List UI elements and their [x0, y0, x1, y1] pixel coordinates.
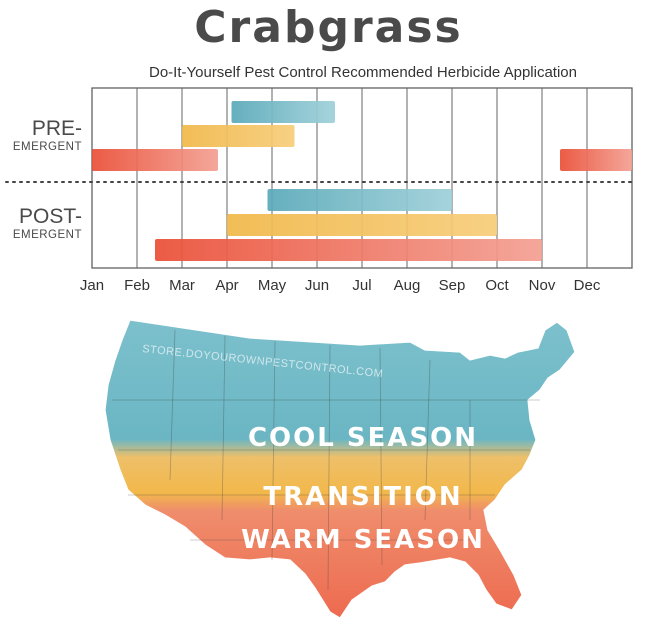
month-tick-aug: Aug [394, 277, 421, 294]
region-label-cool-season: COOL SEASON [248, 423, 478, 453]
chart-subtitle: Do-It-Yourself Pest Control Recommended … [149, 64, 577, 81]
application-chart: Jan Feb Mar Apr May Jun Jul Aug Sep Oct Nov Dec [5, 87, 633, 294]
post-emergent-cool-bar [267, 189, 452, 211]
month-tick-may: May [258, 277, 287, 294]
pre-emergent-line2: EMERGENT [12, 141, 82, 153]
chart-bars [92, 101, 632, 261]
chart-grid [5, 87, 633, 269]
pre-emergent-warm-bar [560, 149, 632, 171]
month-tick-jul: Jul [352, 277, 371, 294]
region-label-transition: TRANSITION [263, 482, 462, 512]
month-axis: Jan Feb Mar Apr May Jun Jul Aug Sep Oct Nov Dec [80, 277, 601, 294]
us-map-shape [104, 319, 576, 619]
month-tick-feb: Feb [124, 277, 150, 294]
page-title: Crabgrass [194, 2, 463, 53]
month-tick-apr: Apr [215, 277, 238, 294]
post-emergent-line2: EMERGENT [12, 229, 82, 241]
month-tick-jun: Jun [305, 277, 329, 294]
region-label-warm-season: WARM SEASON [241, 525, 485, 555]
month-tick-oct: Oct [485, 277, 509, 294]
post-emergent-label: POST- EMERGENT [8, 206, 82, 242]
post-emergent-line1: POST- [18, 205, 82, 228]
month-tick-jan: Jan [80, 277, 104, 294]
pre-emergent-line1: PRE- [31, 117, 82, 140]
pre-emergent-warm-bar [92, 149, 218, 171]
state-lines [112, 329, 540, 591]
pre-emergent-cool-bar [231, 101, 335, 123]
month-tick-sep: Sep [439, 277, 466, 294]
month-tick-dec: Dec [574, 277, 601, 294]
pre-emergent-transition-bar [182, 125, 295, 147]
post-emergent-transition-bar [227, 214, 497, 236]
month-tick-nov: Nov [529, 277, 556, 294]
month-tick-mar: Mar [169, 277, 195, 294]
region-labels: COOL SEASON TRANSITION WARM SEASON [241, 423, 485, 555]
post-emergent-warm-bar [155, 239, 542, 261]
pre-emergent-label: PRE- EMERGENT [8, 118, 82, 154]
